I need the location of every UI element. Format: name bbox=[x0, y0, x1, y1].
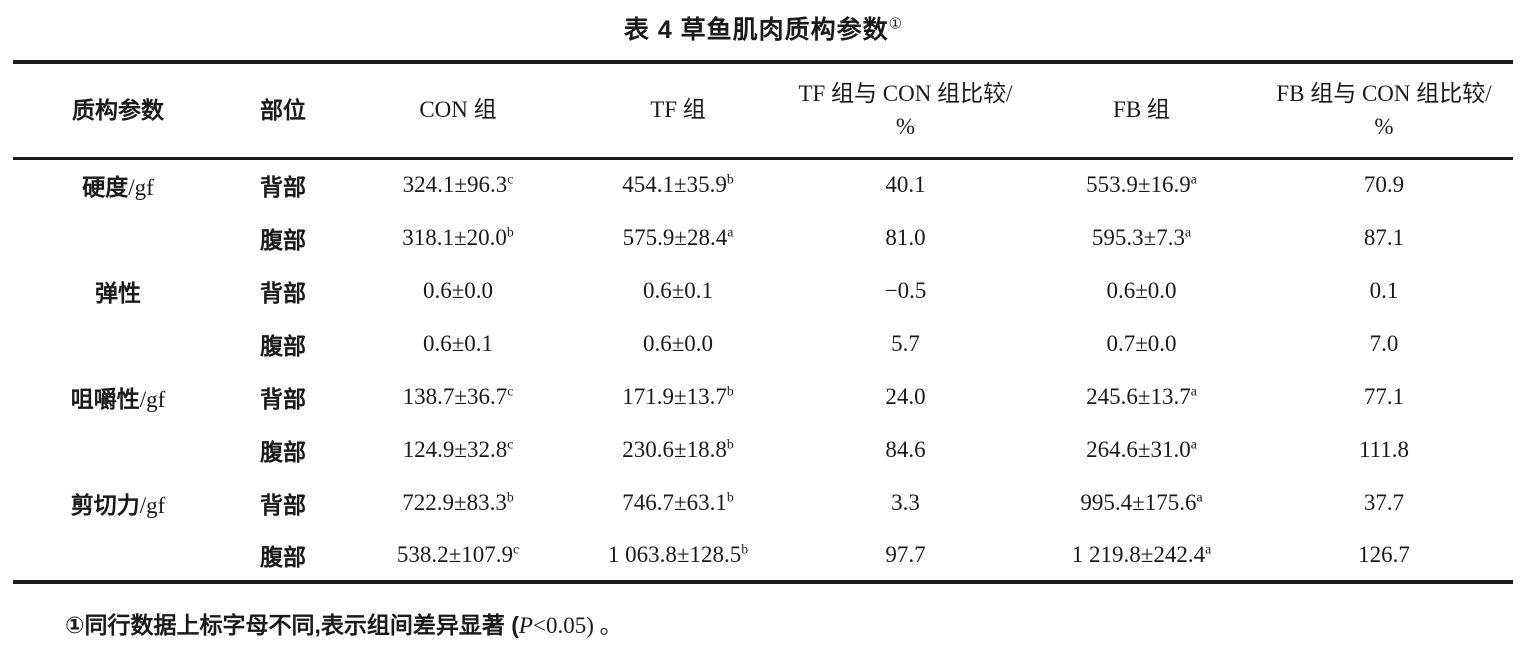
cell-fb-vs-con-pct: 87.1 bbox=[1363, 224, 1405, 250]
table-row-springiness-belly: 腹部 0.6±0.1 0.6±0.0 5.7 0.7±0.0 7.0 bbox=[13, 317, 1513, 370]
footnote-p-symbol: P bbox=[518, 613, 533, 638]
cell-fb-value: 245.6±13.7a bbox=[1086, 382, 1197, 409]
cell-con-value: 0.6±0.0 bbox=[422, 277, 494, 303]
table-row-chewiness-back: 咀嚼性/gf 背部 138.7±36.7c 171.9±13.7b 24.0 2… bbox=[13, 370, 1513, 423]
cell-tf-value: 0.6±0.0 bbox=[642, 330, 714, 356]
cell-tf-value: 575.9±28.4a bbox=[622, 223, 734, 250]
table-title-text: 表 4 草鱼肌肉质构参数 bbox=[623, 16, 889, 44]
table-header: 质构参数 部位 CON 组 TF 组 TF 组与 CON 组比较/ % FB 组… bbox=[13, 62, 1513, 160]
table-body: 硬度/gf 背部 324.1±96.3c 454.1±35.9b 40.1 55… bbox=[13, 158, 1513, 582]
cell-fb-vs-con-pct: 77.1 bbox=[1363, 383, 1405, 409]
cell-part: 背部 bbox=[260, 279, 306, 306]
cell-fb-value: 264.6±31.0a bbox=[1086, 435, 1197, 462]
cell-tf-vs-con-pct: −0.5 bbox=[884, 277, 927, 303]
cell-fb-vs-con-pct: 126.7 bbox=[1358, 541, 1410, 567]
paper-table-page: 表 4 草鱼肌肉质构参数① 质构参数 部位 CON 组 TF 组 TF 组与 C… bbox=[0, 10, 1527, 664]
cell-parameter: 硬度/gf bbox=[82, 174, 154, 201]
col-header-body-part: 部位 bbox=[223, 62, 343, 160]
footnote-text-tail: <0.05) 。 bbox=[532, 613, 623, 638]
table-row-hardness-belly: 腹部 318.1±20.0b 575.9±28.4a 81.0 595.3±7.… bbox=[13, 211, 1513, 264]
cell-parameter: 弹性 bbox=[95, 279, 141, 306]
col-header-fb-vs-con: FB 组与 CON 组比较/ % bbox=[1255, 62, 1513, 160]
cell-fb-value: 0.6±0.0 bbox=[1106, 277, 1177, 303]
cell-con-value: 0.6±0.1 bbox=[422, 330, 494, 356]
col-header-tf-vs-con: TF 组与 CON 组比较/ % bbox=[783, 62, 1028, 160]
cell-con-value: 722.9±83.3b bbox=[402, 488, 514, 515]
footnote-text-lead: ①同行数据上标字母不同,表示组间差异显著 ( bbox=[65, 612, 519, 638]
cell-part: 腹部 bbox=[260, 438, 306, 465]
cell-tf-vs-con-pct: 40.1 bbox=[885, 172, 926, 198]
header-row: 质构参数 部位 CON 组 TF 组 TF 组与 CON 组比较/ % FB 组… bbox=[13, 62, 1513, 160]
cell-parameter: 咀嚼性/gf bbox=[70, 385, 166, 412]
cell-tf-vs-con-pct: 81.0 bbox=[885, 224, 926, 250]
cell-con-value: 124.9±32.8c bbox=[402, 435, 514, 462]
table-row-hardness-back: 硬度/gf 背部 324.1±96.3c 454.1±35.9b 40.1 55… bbox=[13, 158, 1513, 211]
cell-tf-vs-con-pct: 97.7 bbox=[885, 541, 926, 567]
cell-tf-vs-con-pct: 24.0 bbox=[885, 383, 926, 409]
cell-part: 背部 bbox=[260, 385, 306, 412]
cell-parameter: 剪切力/gf bbox=[70, 491, 166, 518]
col-header-con-group: CON 组 bbox=[343, 62, 573, 160]
cell-tf-vs-con-pct: 84.6 bbox=[885, 436, 926, 462]
cell-fb-vs-con-pct: 7.0 bbox=[1369, 330, 1399, 356]
cell-con-value: 318.1±20.0b bbox=[402, 223, 514, 250]
cell-con-value: 538.2±107.9c bbox=[396, 540, 520, 567]
cell-part: 背部 bbox=[260, 491, 306, 518]
cell-part: 腹部 bbox=[260, 226, 306, 253]
cell-fb-vs-con-pct: 70.9 bbox=[1363, 172, 1405, 198]
cell-tf-value: 171.9±13.7b bbox=[622, 382, 734, 409]
table-title: 表 4 草鱼肌肉质构参数① bbox=[0, 10, 1527, 46]
cell-tf-value: 746.7±63.1b bbox=[622, 488, 734, 515]
cell-parameter bbox=[13, 317, 223, 370]
cell-part: 背部 bbox=[260, 174, 306, 201]
cell-con-value: 138.7±36.7c bbox=[402, 382, 514, 409]
cell-tf-value: 1 063.8±128.5b bbox=[607, 540, 749, 567]
table-title-footnote-marker: ① bbox=[888, 16, 904, 33]
cell-tf-value: 454.1±35.9b bbox=[622, 171, 734, 198]
table-row-shear-force-belly: 腹部 538.2±107.9c 1 063.8±128.5b 97.7 1 21… bbox=[13, 529, 1513, 582]
col-header-tf-group: TF 组 bbox=[573, 62, 783, 160]
cell-fb-vs-con-pct: 0.1 bbox=[1369, 277, 1399, 303]
cell-fb-value: 1 219.8±242.4a bbox=[1071, 540, 1212, 567]
col-header-fb-group: FB 组 bbox=[1028, 62, 1255, 160]
table-row-chewiness-belly: 腹部 124.9±32.8c 230.6±18.8b 84.6 264.6±31… bbox=[13, 423, 1513, 476]
cell-parameter bbox=[13, 529, 223, 582]
cell-fb-vs-con-pct: 111.8 bbox=[1358, 436, 1410, 462]
cell-tf-vs-con-pct: 5.7 bbox=[891, 330, 920, 356]
cell-parameter bbox=[13, 423, 223, 476]
col-header-texture-parameter: 质构参数 bbox=[13, 62, 223, 160]
cell-tf-value: 0.6±0.1 bbox=[642, 277, 714, 303]
texture-parameters-table: 质构参数 部位 CON 组 TF 组 TF 组与 CON 组比较/ % FB 组… bbox=[13, 60, 1513, 584]
cell-part: 腹部 bbox=[260, 543, 306, 570]
cell-fb-value: 553.9±16.9a bbox=[1086, 171, 1197, 198]
table-row-shear-force-back: 剪切力/gf 背部 722.9±83.3b 746.7±63.1b 3.3 99… bbox=[13, 476, 1513, 529]
cell-fb-vs-con-pct: 37.7 bbox=[1363, 489, 1405, 515]
cell-fb-value: 995.4±175.6a bbox=[1080, 488, 1203, 515]
cell-tf-vs-con-pct: 3.3 bbox=[891, 489, 920, 515]
cell-parameter bbox=[13, 211, 223, 264]
cell-con-value: 324.1±96.3c bbox=[402, 171, 514, 198]
table-row-springiness-back: 弹性 背部 0.6±0.0 0.6±0.1 −0.5 0.6±0.0 0.1 bbox=[13, 264, 1513, 317]
cell-part: 腹部 bbox=[260, 332, 306, 359]
table-footnote: ①同行数据上标字母不同,表示组间差异显著 (P<0.05) 。 bbox=[65, 606, 1527, 640]
cell-fb-value: 595.3±7.3a bbox=[1091, 223, 1192, 250]
cell-fb-value: 0.7±0.0 bbox=[1106, 330, 1177, 356]
cell-tf-value: 230.6±18.8b bbox=[622, 435, 734, 462]
